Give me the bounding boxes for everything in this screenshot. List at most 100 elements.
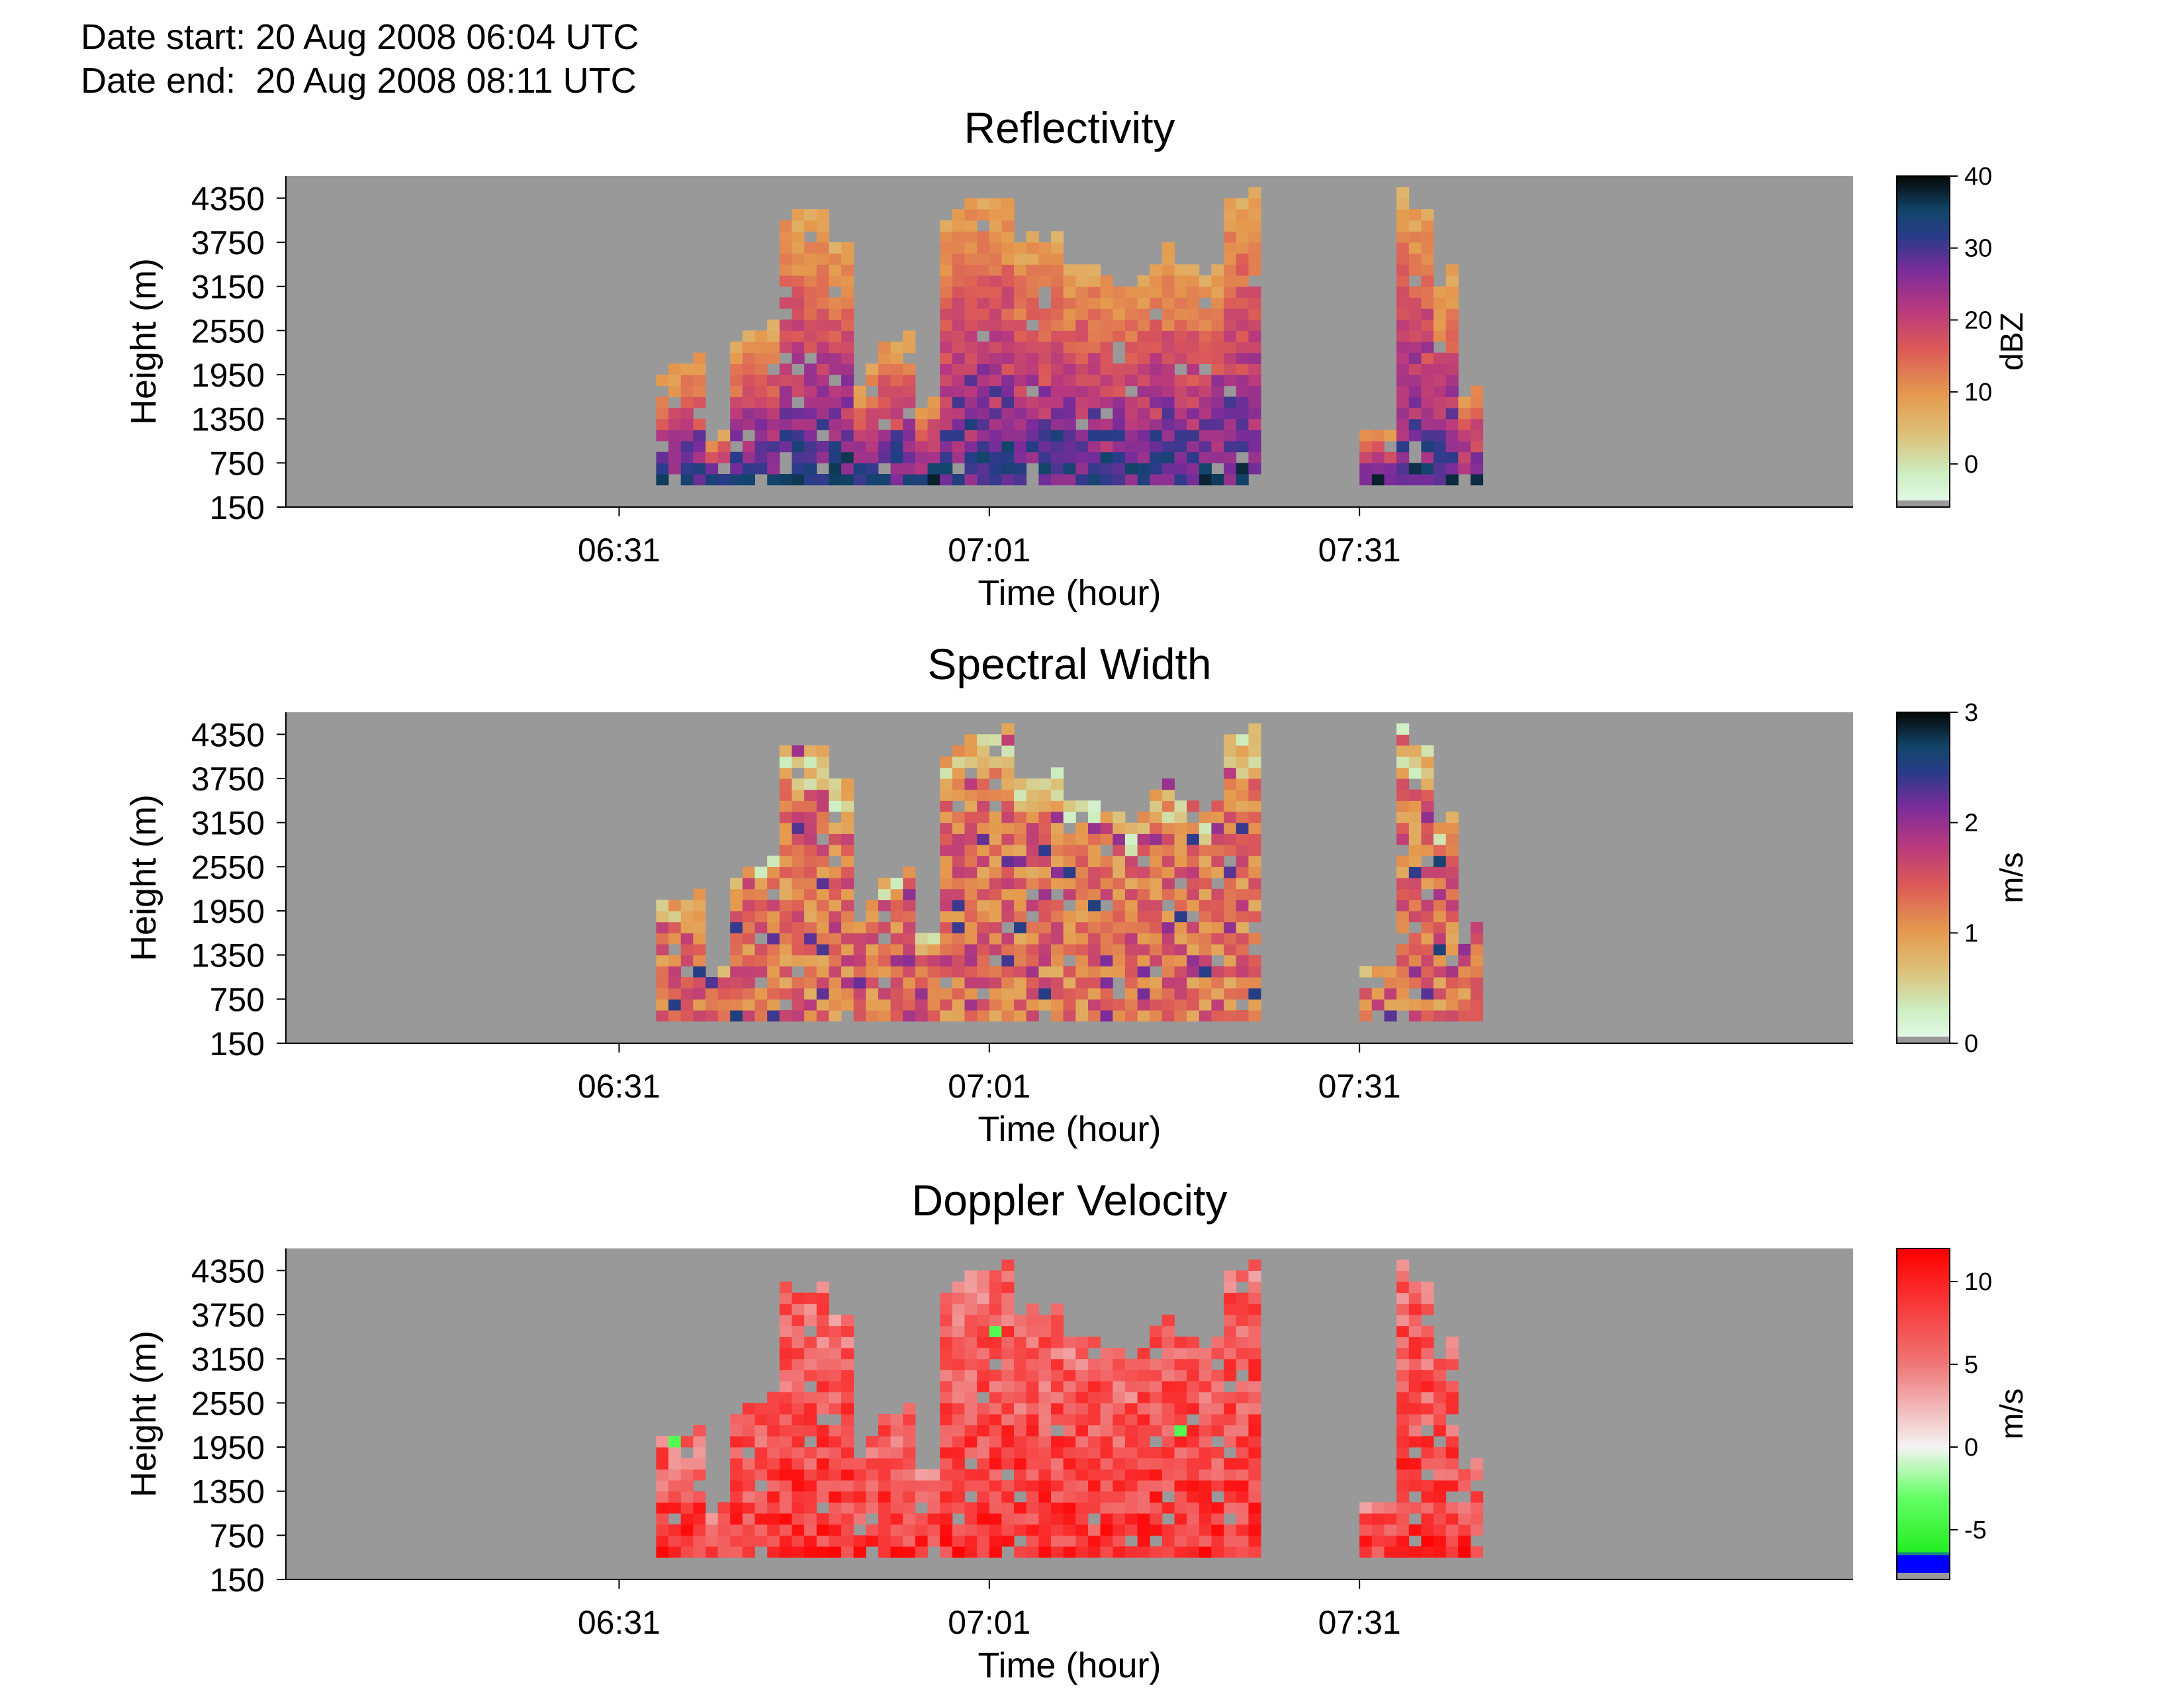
heatmap-cell (1408, 231, 1422, 243)
colorbar-segment (1897, 759, 1950, 763)
colorbar-segment (1897, 1378, 1950, 1382)
heatmap-cell (693, 944, 706, 956)
heatmap-cell (1063, 1469, 1076, 1481)
heatmap-cell (1199, 1370, 1212, 1382)
heatmap-cell (964, 363, 978, 375)
heatmap-cell (1187, 1458, 1200, 1470)
heatmap-cell (1224, 888, 1237, 900)
heatmap-cell (940, 867, 953, 878)
heatmap-cell (964, 1403, 978, 1415)
heatmap-cell (1124, 375, 1138, 387)
heatmap-cell (717, 1513, 731, 1525)
heatmap-cell (829, 921, 842, 933)
heatmap-cell (754, 999, 768, 1011)
heatmap-cell (1396, 999, 1410, 1011)
heatmap-cell (1384, 1502, 1397, 1514)
heatmap-cell (668, 977, 682, 989)
heatmap-cell (804, 1292, 817, 1304)
heatmap-cell (668, 375, 682, 387)
heatmap-cell (853, 474, 866, 486)
heatmap-cell (964, 1370, 978, 1382)
heatmap-cell (680, 1524, 694, 1536)
heatmap-cell (779, 1414, 792, 1426)
heatmap-cell (1211, 1336, 1224, 1348)
heatmap-cell (989, 1480, 1002, 1492)
heatmap-cell (989, 297, 1002, 309)
heatmap-cell (1421, 319, 1434, 331)
heatmap-cell (1038, 1502, 1052, 1514)
heatmap-cell (1248, 451, 1261, 463)
heatmap-cell (1471, 463, 1484, 475)
heatmap-cell (1161, 352, 1175, 364)
heatmap-cell (1396, 1303, 1410, 1315)
heatmap-cell (1236, 1436, 1249, 1448)
colorbar-segment (1897, 441, 1950, 444)
colorbar-segment (1897, 325, 1950, 328)
heatmap-cell (1001, 319, 1015, 331)
heatmap-cell (656, 1458, 669, 1470)
heatmap-cell (1371, 988, 1385, 1000)
colorbar-segment (1897, 1254, 1950, 1258)
heatmap-cell (656, 955, 669, 966)
colorbar-segment (1897, 311, 1950, 315)
heatmap-cell (1248, 375, 1261, 387)
heatmap-cell (742, 1425, 755, 1436)
heatmap-cell (1137, 888, 1150, 900)
heatmap-cell (903, 375, 916, 387)
heatmap-cell (1124, 1469, 1138, 1481)
heatmap-cell (964, 966, 978, 978)
heatmap-cell (1236, 352, 1249, 364)
heatmap-cell (1001, 900, 1015, 912)
heatmap-cell (1137, 999, 1150, 1011)
heatmap-cell (1051, 1315, 1064, 1327)
heatmap-cell (1236, 745, 1249, 757)
heatmap-cell (1187, 441, 1200, 453)
heatmap-cell (940, 408, 953, 420)
heatmap-cell (841, 352, 854, 364)
heatmap-cell (952, 789, 965, 801)
heatmap-cell (1174, 955, 1187, 966)
heatmap-cell (1088, 944, 1101, 956)
heatmap-cell (668, 988, 682, 1000)
heatmap-cell (816, 756, 829, 768)
heatmap-cell (927, 408, 940, 420)
heatmap-cell (1224, 944, 1237, 956)
heatmap-cell (964, 264, 978, 276)
heatmap-cell (915, 1010, 928, 1022)
y-tick-label: 1950 (191, 893, 265, 930)
heatmap-cell (1075, 408, 1089, 420)
colorbar-segment (1897, 985, 1950, 989)
heatmap-cell (952, 888, 965, 900)
heatmap-cell (1051, 1436, 1064, 1448)
heatmap-cell (964, 474, 978, 486)
heatmap-cell (1211, 1447, 1224, 1459)
heatmap-cell (1088, 1391, 1101, 1403)
heatmap-cell (1063, 812, 1076, 823)
heatmap-cell (1433, 352, 1447, 364)
heatmap-cell (1063, 397, 1076, 408)
heatmap-cell (656, 900, 669, 912)
heatmap-cell (940, 845, 953, 857)
heatmap-cell (964, 933, 978, 945)
heatmap-cell (767, 1436, 780, 1448)
heatmap-cell (804, 1336, 817, 1348)
heatmap-cell (1124, 1513, 1138, 1525)
heatmap-cell (940, 418, 953, 430)
heatmap-cell (1458, 451, 1471, 463)
heatmap-cell (952, 778, 965, 790)
heatmap-cell (829, 342, 842, 353)
heatmap-cell (1421, 1325, 1434, 1337)
heatmap-cell (1161, 977, 1175, 989)
heatmap-cell (1014, 878, 1027, 890)
heatmap-cell (1150, 1325, 1163, 1337)
heatmap-cell (829, 1336, 842, 1348)
heatmap-cell (1445, 1524, 1459, 1536)
heatmap-cell (989, 789, 1002, 801)
heatmap-cell (1026, 933, 1039, 945)
heatmap-cell (964, 463, 978, 475)
heatmap-cell (1445, 822, 1459, 834)
heatmap-cell (792, 800, 805, 812)
heatmap-cell (754, 408, 768, 420)
heatmap-cell (1199, 1391, 1212, 1403)
heatmap-cell (952, 397, 965, 408)
